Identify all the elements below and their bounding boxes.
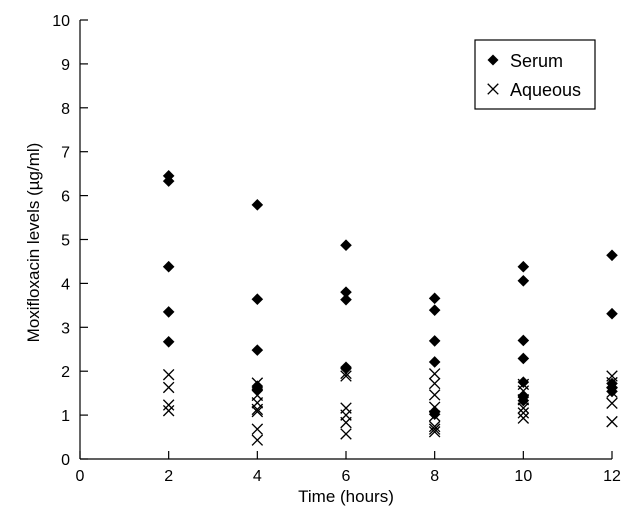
serum-data-point	[428, 335, 441, 347]
x-tick-label: 6	[342, 468, 351, 485]
y-axis-ticks: 0 1 2 3 4 5 6 7 8 9 10	[52, 13, 88, 469]
y-axis-title: Moxifloxacin levels (µg/ml)	[24, 143, 43, 343]
aqueous-data-point	[251, 423, 264, 435]
aqueous-data-point	[428, 423, 441, 435]
aqueous-data-point	[251, 405, 264, 418]
aqueous-data-point	[340, 416, 352, 429]
serum-data-point	[162, 335, 175, 348]
aqueous-data-point	[428, 410, 441, 422]
aqueous-data-point	[517, 402, 530, 414]
serum-data-point	[517, 334, 530, 347]
x-tick-label: 10	[514, 468, 532, 485]
y-tick-label: 7	[61, 145, 70, 162]
aqueous-data-point	[162, 368, 175, 381]
serum-data-point	[606, 249, 618, 262]
aqueous-data-point	[517, 412, 530, 424]
serum-data-point	[606, 307, 618, 320]
y-tick-label: 9	[61, 57, 70, 74]
serum-data-point	[340, 293, 352, 306]
serum-series	[162, 170, 618, 421]
x-tick-label: 2	[164, 468, 173, 485]
serum-data-point	[428, 292, 441, 305]
y-tick-label: 5	[61, 233, 70, 250]
y-tick-label: 8	[61, 101, 70, 118]
serum-data-point	[517, 274, 530, 287]
serum-data-point	[517, 376, 530, 388]
aqueous-data-point	[606, 386, 618, 399]
legend-serum-diamond-icon	[487, 54, 499, 66]
aqueous-data-point	[428, 389, 441, 401]
serum-data-point	[251, 293, 264, 306]
aqueous-data-point	[428, 368, 441, 380]
aqueous-data-point	[606, 415, 618, 428]
y-tick-label: 1	[61, 408, 70, 425]
y-tick-label: 2	[61, 364, 70, 381]
y-tick-label: 3	[61, 320, 70, 337]
aqueous-data-point	[340, 428, 352, 440]
y-tick-label: 6	[61, 189, 70, 206]
aqueous-data-point	[162, 399, 175, 411]
aqueous-data-point	[428, 426, 441, 438]
serum-data-point	[251, 199, 264, 211]
aqueous-data-point	[517, 393, 530, 406]
aqueous-data-point	[162, 381, 175, 394]
legend-aqueous-label: Aqueous	[510, 80, 581, 100]
serum-data-point	[428, 304, 441, 316]
aqueous-data-point	[251, 377, 264, 389]
aqueous-series	[162, 367, 618, 446]
x-tick-label: 8	[430, 468, 439, 485]
aqueous-data-point	[428, 401, 441, 413]
aqueous-data-point	[606, 376, 618, 389]
serum-data-point	[340, 239, 352, 252]
aqueous-data-point	[340, 370, 352, 382]
y-tick-label: 4	[61, 276, 70, 293]
y-tick-label: 0	[61, 452, 70, 469]
serum-data-point	[251, 344, 264, 356]
serum-data-point	[428, 408, 441, 421]
aqueous-data-point	[517, 407, 530, 419]
serum-data-point	[162, 306, 175, 318]
serum-data-point	[340, 286, 352, 298]
aqueous-data-point	[251, 434, 264, 446]
x-tick-label: 12	[603, 468, 621, 485]
serum-data-point	[428, 356, 441, 368]
aqueous-data-point	[517, 385, 530, 397]
serum-data-point	[517, 352, 530, 365]
aqueous-data-point	[162, 404, 175, 417]
serum-data-point	[517, 260, 530, 273]
aqueous-data-point	[340, 409, 352, 421]
legend-aqueous-x-icon	[487, 83, 499, 95]
legend-serum-label: Serum	[510, 51, 563, 71]
aqueous-data-point	[428, 377, 441, 390]
aqueous-data-point	[251, 403, 264, 416]
serum-data-point	[162, 260, 175, 273]
x-axis-ticks: 0 2 4 6 8 10 12	[76, 451, 621, 485]
chart-legend: Serum Aqueous	[474, 39, 596, 110]
x-axis-title: Time (hours)	[298, 487, 394, 506]
legend-box	[474, 39, 596, 110]
y-tick-label: 10	[52, 13, 70, 30]
x-tick-label: 4	[253, 468, 262, 485]
aqueous-data-point	[428, 420, 441, 433]
serum-data-point	[340, 361, 352, 374]
aqueous-data-point	[606, 397, 618, 410]
aqueous-data-point	[251, 389, 264, 402]
x-tick-label: 0	[76, 468, 85, 485]
serum-data-point	[162, 175, 175, 187]
aqueous-data-point	[340, 367, 352, 380]
